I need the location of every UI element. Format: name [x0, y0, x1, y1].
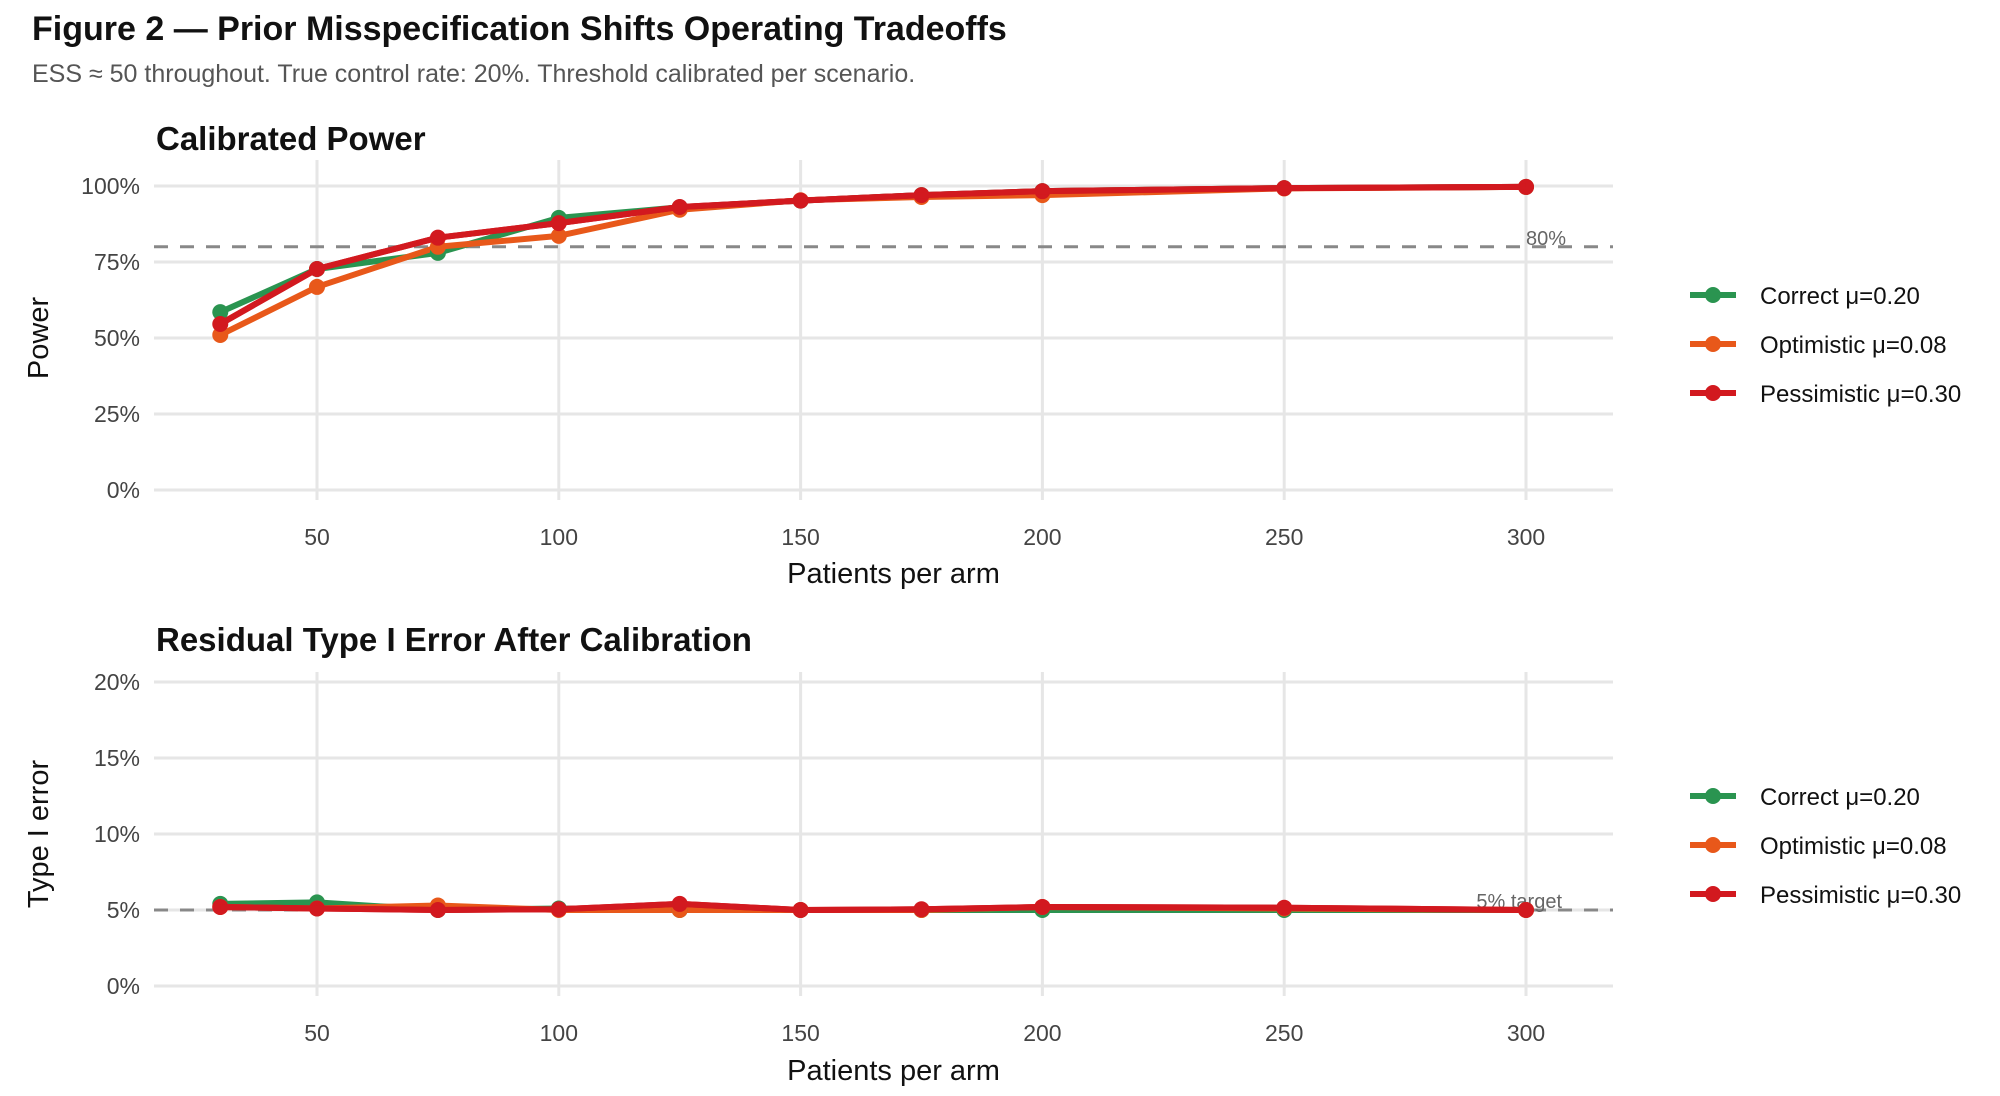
chart-panel-2: Residual Type I Error After Calibration 0… [23, 621, 1961, 1087]
series-line-1 [217, 183, 1529, 316]
y-axis-title: Type I error [23, 760, 55, 909]
x-axis-title: Patients per arm [787, 558, 1000, 590]
data-point [309, 278, 325, 295]
y-tick-label: 0% [107, 973, 140, 999]
data-point [550, 227, 567, 244]
x-tick-label: 250 [1265, 1020, 1303, 1046]
y-tick-label: 10% [94, 821, 140, 847]
legend-key-point [1705, 287, 1721, 303]
legend-key-point [1705, 336, 1721, 352]
x-axis-title: Patients per arm [787, 1055, 1000, 1087]
panel-title: Residual Type I Error After Calibration [156, 621, 752, 658]
x-tick-label: 50 [304, 1020, 330, 1046]
y-tick-label: 5% [107, 897, 140, 923]
legend-label: Pessimistic μ=0.30 [1760, 882, 1961, 909]
figure-title: Figure 2 — Prior Misspecification Shifts… [32, 10, 1007, 48]
y-tick-label: 100% [81, 173, 140, 199]
legend-label: Optimistic μ=0.08 [1760, 332, 1947, 359]
x-tick-label: 100 [540, 524, 578, 550]
x-tick-label: 150 [781, 524, 819, 550]
y-tick-label: 15% [94, 745, 140, 771]
x-tick-label: 200 [1023, 1020, 1061, 1046]
figure-subtitle: ESS ≈ 50 throughout. True control rate: … [32, 60, 916, 88]
x-tick-label: 50 [304, 524, 330, 550]
y-tick-label: 50% [94, 325, 140, 351]
reference-line-label: 80% [1526, 228, 1566, 250]
legend-label: Correct μ=0.20 [1760, 784, 1920, 811]
series-line-overlay [218, 183, 1527, 327]
x-tick-label: 300 [1507, 1020, 1545, 1046]
legend-key-point [1705, 385, 1721, 401]
x-tick-label: 150 [781, 1020, 819, 1046]
legend-label: Correct μ=0.20 [1760, 283, 1920, 310]
legend: Correct μ=0.20 Optimistic μ=0.08 Pessimist… [1690, 283, 1961, 408]
legend-label: Optimistic μ=0.08 [1760, 833, 1947, 860]
y-tick-label: 25% [94, 401, 140, 427]
x-tick-label: 100 [540, 1020, 578, 1046]
x-tick-label: 300 [1507, 524, 1545, 550]
series-line-overlay [220, 900, 1527, 913]
legend: Correct μ=0.20 Optimistic μ=0.08 Pessimist… [1690, 784, 1961, 909]
x-tick-label: 200 [1023, 524, 1061, 550]
chart-panel-1: Calibrated Power 0% 25% 50% 75% 100% 50 100 150 2… [23, 120, 1961, 590]
legend-label: Pessimistic μ=0.30 [1760, 381, 1961, 408]
x-tick-label: 250 [1265, 524, 1303, 550]
y-tick-label: 0% [107, 477, 140, 503]
legend-key-point [1705, 886, 1721, 902]
y-tick-label: 75% [94, 249, 140, 275]
panel-title: Calibrated Power [156, 120, 426, 157]
legend-key-point [1705, 837, 1721, 853]
legend-key-point [1705, 788, 1721, 804]
y-tick-label: 20% [94, 669, 140, 695]
data-point [212, 304, 229, 321]
y-axis-title: Power [23, 297, 55, 380]
data-point [212, 326, 229, 343]
